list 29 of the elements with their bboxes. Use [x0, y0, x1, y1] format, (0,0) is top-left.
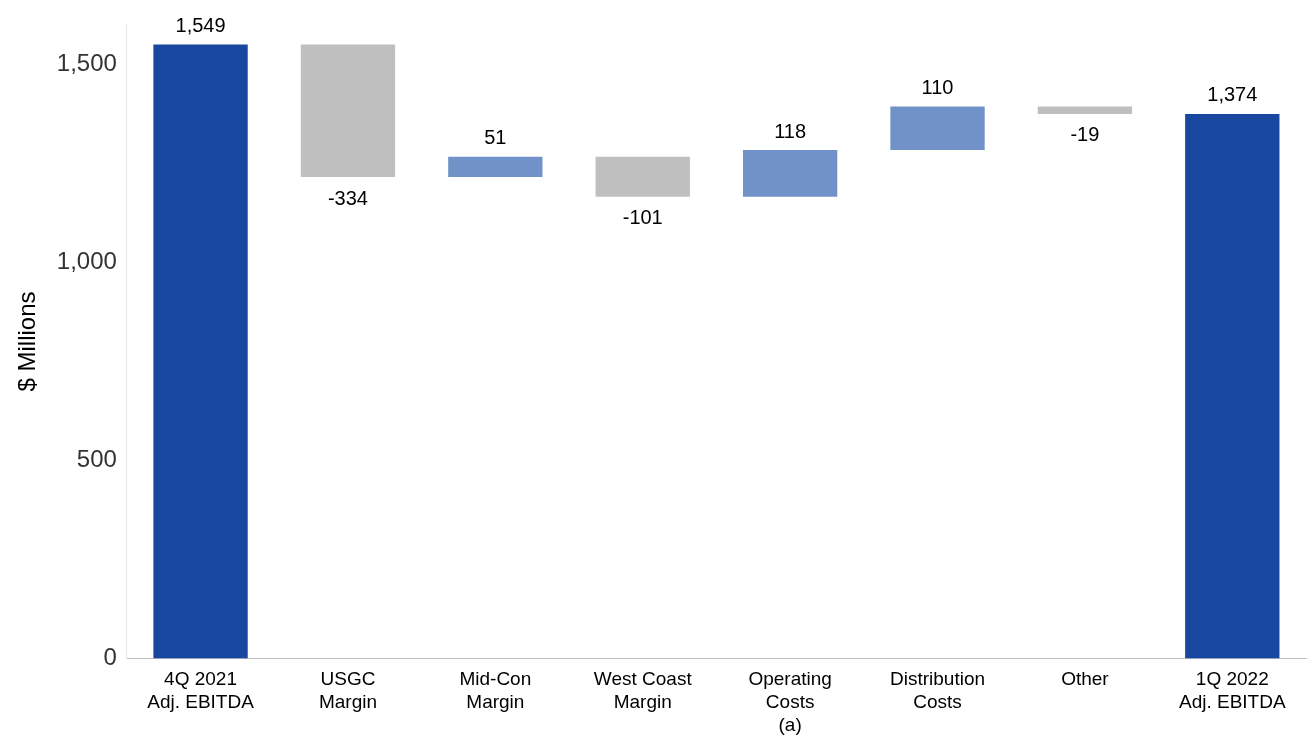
bar: [595, 156, 690, 197]
y-tick-label: 1,000: [56, 246, 117, 274]
data-label: -101: [622, 206, 663, 229]
y-axis-title: $ Millions: [13, 291, 41, 392]
data-label: 110: [921, 75, 954, 98]
bar: [448, 156, 543, 177]
x-tick-label: Distribution Costs: [889, 668, 986, 713]
bar: [1185, 113, 1280, 659]
bar: [742, 150, 838, 197]
data-label: 1,549: [175, 14, 226, 37]
bar: [153, 44, 248, 659]
bar: [890, 106, 985, 151]
data-label: -334: [327, 186, 368, 209]
bar: [1037, 106, 1133, 114]
x-tick-label: 1Q 2022 Adj. EBITDA: [1178, 668, 1286, 713]
bar: [300, 44, 396, 177]
x-tick-label: Mid-Con Margin: [459, 668, 532, 713]
y-tick-label: 0: [103, 643, 117, 671]
x-tick-label: Operating Costs (a): [748, 668, 832, 735]
y-tick-label: 1,500: [56, 48, 117, 76]
data-label: 118: [774, 119, 807, 142]
y-tick-label: 500: [76, 445, 117, 473]
x-tick-label: Other: [1061, 668, 1110, 690]
data-label: 1,374: [1207, 83, 1258, 106]
data-label: 51: [484, 126, 507, 149]
data-label: -19: [1070, 123, 1100, 146]
x-tick-label: West Coast Margin: [593, 668, 693, 713]
x-tick-label: USGC Margin: [318, 668, 377, 713]
x-tick-label: 4Q 2021 Adj. EBITDA: [147, 668, 255, 713]
